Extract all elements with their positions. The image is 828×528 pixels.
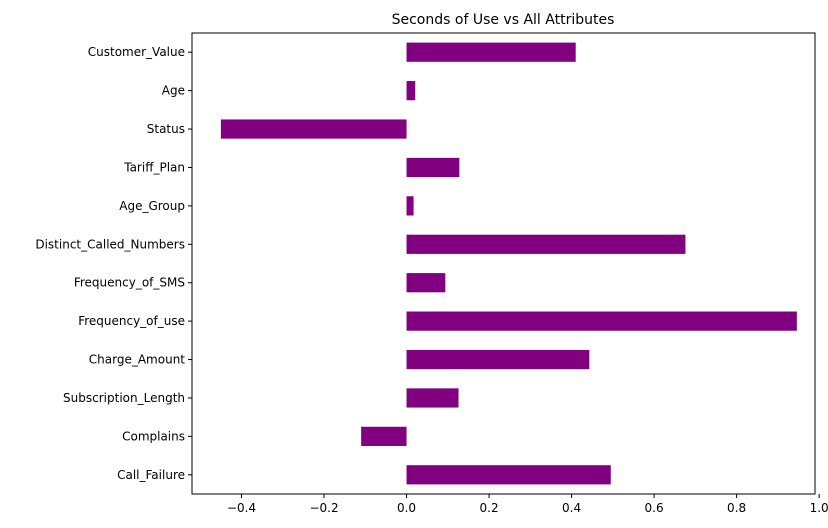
y-tick-label: Charge_Amount xyxy=(89,353,186,367)
y-tick-label: Age_Group xyxy=(119,199,185,213)
y-tick-label: Subscription_Length xyxy=(63,391,185,405)
bar-age xyxy=(406,81,416,101)
y-tick-label: Distinct_Called_Numbers xyxy=(35,237,185,251)
bar-call-failure xyxy=(406,465,611,485)
x-tick-label: −0.2 xyxy=(309,501,338,515)
chart-title: Seconds of Use vs All Attributes xyxy=(392,12,615,28)
y-tick-label: Status xyxy=(147,122,185,136)
bar-charge-amount xyxy=(406,349,590,370)
x-tick-label: 0.2 xyxy=(480,501,499,515)
y-tick-label: Age xyxy=(162,84,185,98)
y-tick-label: Customer_Value xyxy=(88,45,185,59)
bar-complains xyxy=(361,426,407,446)
bar-customer-value xyxy=(406,42,576,62)
x-ticks: −0.4 −0.2 0.0 0.2 0.4 0.6 0.8 1.0 xyxy=(227,494,828,515)
x-tick-label: 1.0 xyxy=(810,501,828,515)
bar-frequency-of-sms xyxy=(406,273,446,293)
y-tick-label: Frequency_of_SMS xyxy=(74,276,185,290)
bar-tariff-plan xyxy=(406,157,460,178)
bar-frequency-of-use xyxy=(406,311,797,331)
bar-status xyxy=(220,119,407,139)
y-tick-label: Frequency_of_use xyxy=(78,314,185,328)
x-tick-label: 0.0 xyxy=(397,501,416,515)
bar-distinct-called-numbers xyxy=(406,234,686,254)
x-tick-label: −0.4 xyxy=(227,501,256,515)
bars-group xyxy=(220,42,797,485)
y-tick-label: Complains xyxy=(122,429,185,443)
bar-subscription-length xyxy=(406,388,459,408)
y-tick-label: Tariff_Plan xyxy=(123,160,185,174)
y-tick-labels: Call_Failure Complains Subscription_Length… xyxy=(35,45,192,482)
x-tick-label: 0.8 xyxy=(727,501,746,515)
x-tick-label: 0.6 xyxy=(645,501,664,515)
bar-age-group xyxy=(406,196,414,216)
y-tick-label: Call_Failure xyxy=(117,468,185,482)
plot-frame xyxy=(191,32,816,495)
x-tick-label: 0.4 xyxy=(562,501,581,515)
